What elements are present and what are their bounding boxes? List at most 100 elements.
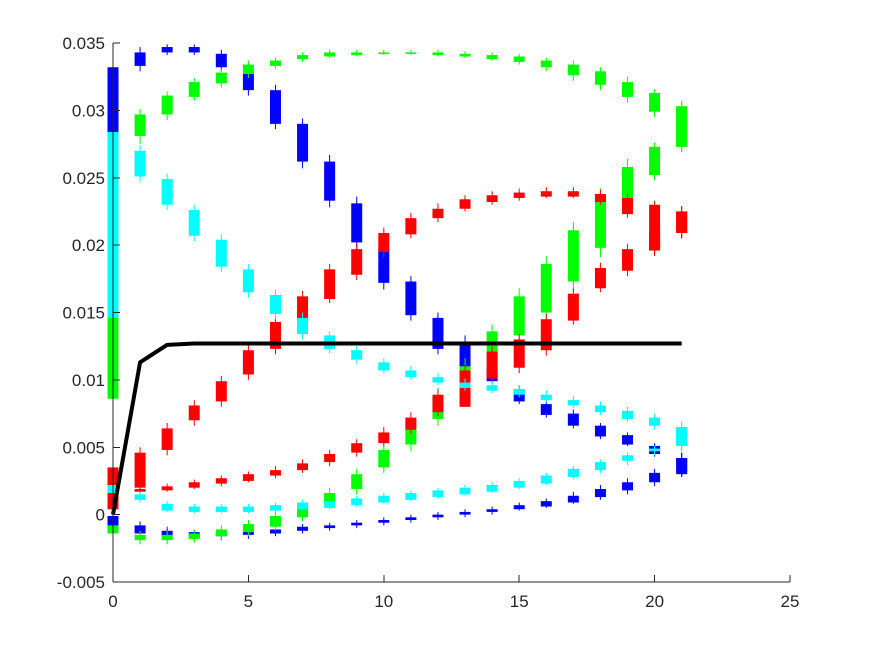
- box: [540, 319, 552, 351]
- box: [405, 370, 417, 378]
- x-tick-label: 10: [374, 592, 393, 611]
- box: [269, 90, 281, 124]
- box: [594, 196, 606, 248]
- box: [297, 507, 309, 518]
- box: [269, 294, 281, 314]
- box: [134, 114, 146, 136]
- box: [161, 486, 173, 491]
- box: [594, 405, 606, 413]
- box: [297, 296, 309, 326]
- box: [622, 482, 634, 491]
- box: [486, 195, 498, 203]
- box: [297, 463, 309, 471]
- axes: 0 5 10 15 20 25-0.00500.0050.010.0150.020.025…: [57, 34, 800, 611]
- box: [540, 404, 552, 415]
- box: [594, 71, 606, 85]
- box: [486, 351, 498, 379]
- box: [378, 520, 390, 523]
- x-tick-label: 20: [645, 592, 664, 611]
- box: [297, 123, 309, 162]
- box: [513, 56, 525, 62]
- box: [513, 389, 525, 395]
- y-tick-label: 0.03: [72, 101, 105, 120]
- box: [432, 394, 444, 413]
- box: [188, 482, 200, 488]
- box: [134, 534, 146, 541]
- box: [567, 468, 579, 477]
- box: [459, 342, 471, 367]
- y-tick-label: 0.02: [72, 236, 105, 255]
- box: [161, 95, 173, 115]
- box: [161, 428, 173, 450]
- box: [459, 382, 471, 388]
- box: [378, 432, 390, 444]
- box: [269, 321, 281, 349]
- x-tick-label: 5: [244, 592, 253, 611]
- box: [622, 197, 634, 215]
- box: [161, 47, 173, 53]
- box: [622, 166, 634, 211]
- box: [676, 211, 688, 233]
- box: [188, 405, 200, 421]
- box: [676, 458, 688, 475]
- box: [215, 239, 227, 267]
- box: [622, 82, 634, 97]
- box: [622, 249, 634, 271]
- box: [324, 525, 336, 529]
- box: [269, 60, 281, 66]
- box: [297, 502, 309, 510]
- box: [324, 269, 336, 300]
- y-tick-label: 0.01: [72, 371, 105, 390]
- box: [567, 64, 579, 76]
- box: [432, 52, 444, 56]
- y-tick-label: 0: [96, 506, 105, 525]
- box: [324, 161, 336, 201]
- box: [676, 106, 688, 147]
- box: [405, 424, 417, 445]
- box: [594, 268, 606, 289]
- y-tick-label: 0.025: [62, 169, 105, 188]
- box: [405, 52, 417, 54]
- box: [269, 529, 281, 534]
- box: [513, 339, 525, 368]
- box: [351, 52, 363, 56]
- box: [134, 52, 146, 66]
- box: [161, 503, 173, 511]
- box: [622, 410, 634, 419]
- box: [459, 199, 471, 209]
- box: [513, 480, 525, 488]
- box: [540, 60, 552, 68]
- box: [432, 208, 444, 219]
- box: [432, 514, 444, 518]
- box: [540, 191, 552, 197]
- box: [297, 317, 309, 335]
- box: [567, 230, 579, 282]
- box: [622, 435, 634, 445]
- box: [351, 443, 363, 453]
- box: [324, 501, 336, 508]
- y-tick-label: 0.035: [62, 34, 105, 53]
- box: [351, 203, 363, 243]
- box: [351, 498, 363, 506]
- box: [567, 413, 579, 426]
- box: [188, 506, 200, 512]
- box: [649, 417, 661, 426]
- box: [513, 505, 525, 510]
- box: [649, 231, 661, 251]
- y-tick-label: 0.005: [62, 438, 105, 457]
- box: [405, 281, 417, 316]
- box: [513, 296, 525, 336]
- box: [594, 193, 606, 203]
- box: [459, 511, 471, 515]
- box: [378, 249, 390, 283]
- box: [594, 462, 606, 471]
- x-tick-label: 0: [108, 592, 117, 611]
- box: [378, 232, 390, 252]
- box: [215, 53, 227, 68]
- box: [622, 455, 634, 461]
- y-tick-label: -0.005: [57, 573, 105, 592]
- box: [649, 146, 661, 176]
- box: [594, 489, 606, 498]
- box: [459, 53, 471, 57]
